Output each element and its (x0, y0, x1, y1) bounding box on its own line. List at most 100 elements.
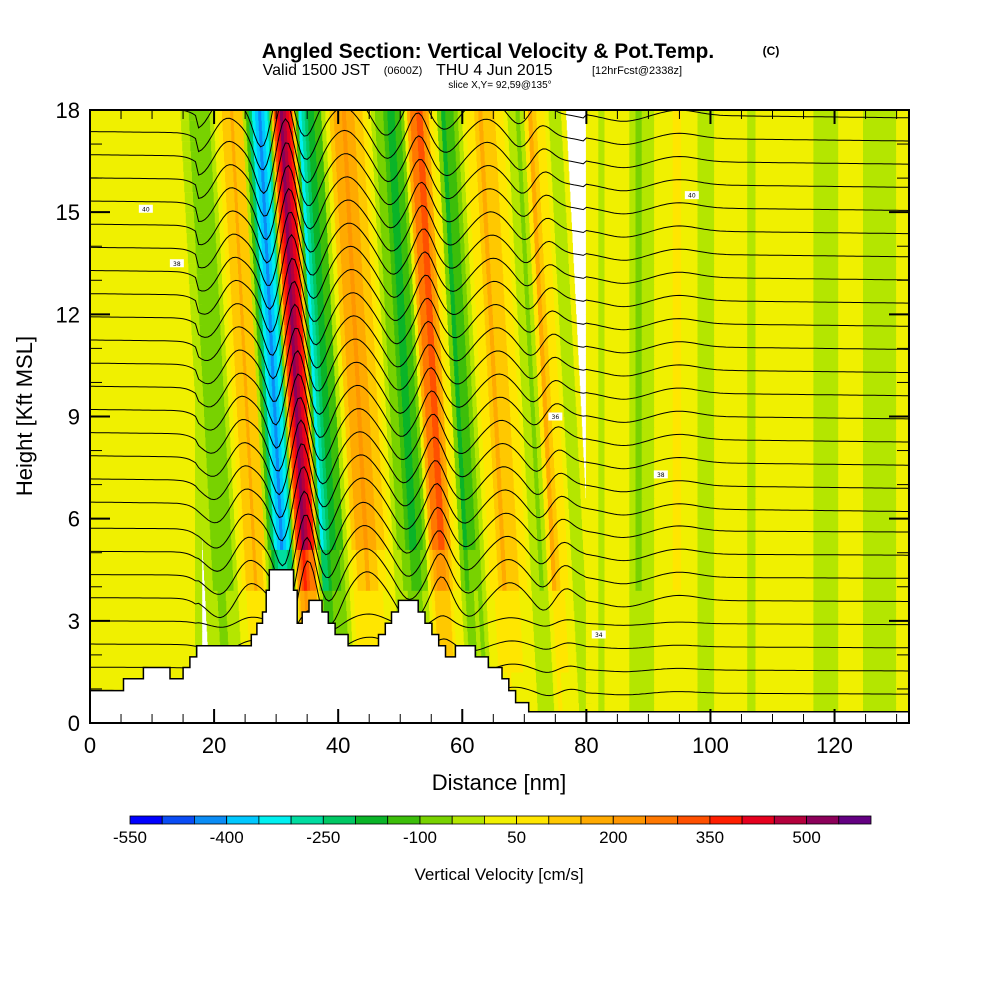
velocity-cell (821, 539, 831, 550)
velocity-cell (900, 600, 906, 612)
velocity-cell (738, 610, 749, 622)
velocity-cell (176, 457, 184, 469)
velocity-cell (594, 467, 600, 479)
velocity-cell (306, 580, 311, 591)
slice-info: slice X,Y= 92,59@135° (448, 80, 551, 91)
velocity-cell (519, 590, 525, 601)
velocity-cell (479, 457, 485, 469)
velocity-cell (357, 498, 363, 509)
velocity-cell (534, 559, 540, 571)
velocity-cell (477, 580, 483, 591)
velocity-cell (451, 467, 457, 479)
velocity-cell (213, 518, 219, 530)
velocity-cell (285, 457, 289, 469)
velocity-cell (474, 447, 480, 458)
velocity-cell (575, 631, 581, 642)
velocity-cell (444, 426, 450, 438)
velocity-cell (456, 498, 462, 509)
velocity-cell (730, 590, 740, 601)
velocity-cell (351, 549, 357, 561)
velocity-cell (772, 590, 782, 601)
velocity-cell (240, 549, 246, 561)
velocity-cell (641, 426, 649, 438)
velocity-cell (295, 528, 299, 540)
velocity-cell (258, 477, 263, 489)
velocity-cell (315, 436, 320, 448)
velocity-cell (361, 488, 367, 499)
velocity-cell (474, 600, 480, 612)
velocity-cell (509, 559, 515, 571)
velocity-cell (904, 426, 909, 438)
velocity-cell (730, 600, 740, 612)
velocity-cell (550, 702, 556, 714)
velocity-cell (510, 416, 516, 428)
velocity-cell (590, 467, 596, 479)
velocity-cell (341, 590, 347, 601)
velocity-cell (623, 436, 631, 448)
velocity-cell (594, 549, 600, 561)
velocity-cell (635, 702, 643, 714)
velocity-cell (364, 467, 370, 479)
velocity-cell (647, 600, 656, 612)
velocity-cell (379, 528, 385, 540)
velocity-cell (672, 477, 682, 489)
velocity-cell (523, 590, 529, 601)
velocity-cell (434, 457, 439, 469)
velocity-cell (896, 498, 902, 509)
velocity-cell (352, 488, 358, 499)
velocity-cell (580, 488, 586, 499)
velocity-cell (553, 528, 559, 540)
velocity-cell (339, 539, 345, 550)
velocity-cell (283, 549, 288, 561)
velocity-cell (504, 620, 510, 632)
velocity-cell (247, 600, 253, 612)
velocity-cell (305, 559, 310, 571)
velocity-cell (780, 682, 790, 693)
velocity-cell (439, 508, 444, 520)
velocity-cell (304, 528, 309, 540)
velocity-cell (559, 488, 565, 499)
velocity-cell (364, 549, 370, 561)
velocity-cell (429, 610, 434, 622)
velocity-cell (738, 559, 749, 571)
velocity-cell (462, 436, 468, 448)
velocity-cell (517, 641, 523, 653)
velocity-cell (261, 600, 266, 612)
velocity-cell (623, 600, 631, 612)
velocity-cell (411, 580, 417, 591)
velocity-cell (293, 498, 297, 509)
velocity-cell (635, 682, 643, 693)
velocity-cell (705, 498, 716, 509)
velocity-cell (697, 559, 707, 571)
velocity-cell (697, 661, 707, 673)
velocity-cell (227, 549, 233, 561)
velocity-cell (316, 580, 321, 591)
velocity-cell (747, 671, 757, 683)
velocity-cell (246, 590, 252, 601)
velocity-cell (900, 467, 906, 479)
velocity-cell (90, 620, 99, 632)
velocity-cell (846, 436, 856, 448)
velocity-cell (554, 549, 560, 561)
velocity-cell (610, 436, 618, 448)
velocity-cell (545, 447, 551, 458)
velocity-cell (462, 610, 468, 622)
velocity-cell (238, 518, 244, 530)
velocity-cell (447, 590, 452, 601)
velocity-cell (170, 580, 178, 591)
velocity-cell (896, 488, 902, 499)
velocity-cell (432, 549, 437, 561)
velocity-cell (590, 539, 596, 550)
velocity-cell (196, 416, 202, 428)
velocity-cell (564, 580, 570, 591)
velocity-cell (215, 549, 221, 561)
velocity-cell (616, 559, 625, 571)
velocity-cell (549, 692, 555, 704)
velocity-cell (846, 467, 856, 479)
velocity-cell (351, 539, 357, 550)
velocity-cell (122, 641, 132, 653)
velocity-cell (106, 518, 116, 530)
velocity-cell (345, 580, 351, 591)
velocity-cell (561, 682, 567, 693)
velocity-cell (738, 528, 749, 540)
